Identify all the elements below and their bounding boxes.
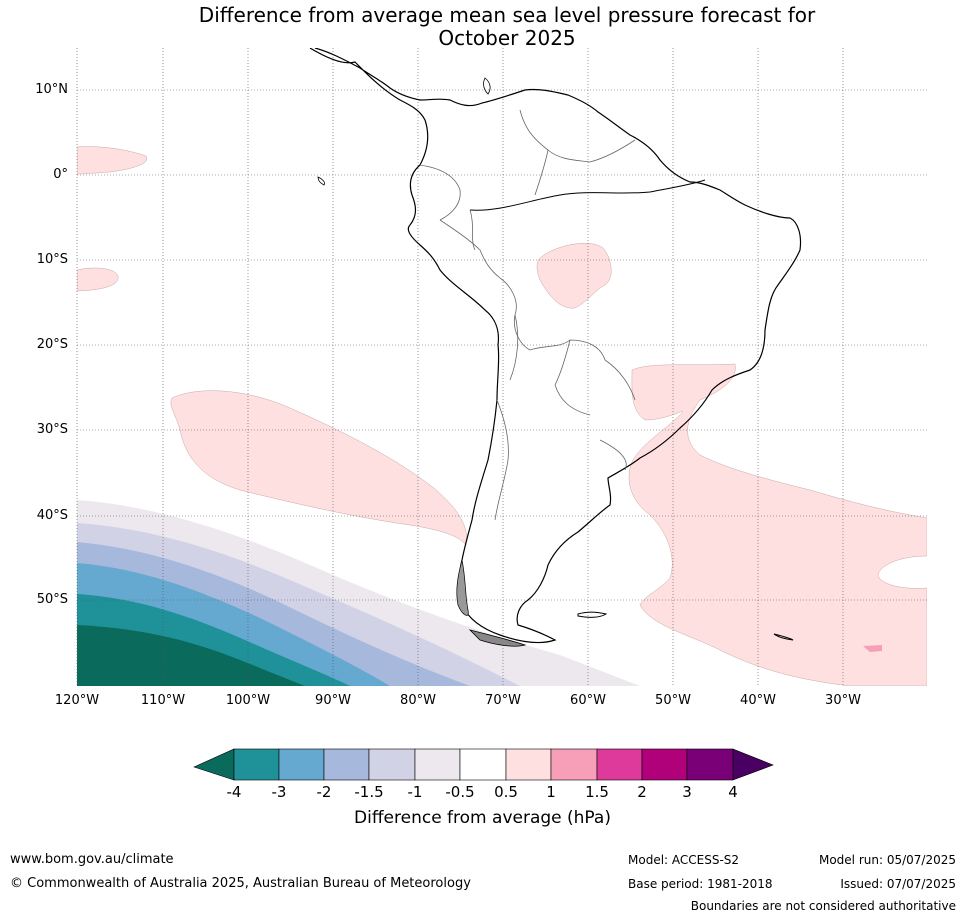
colorbar-tick: 4 xyxy=(728,783,738,801)
galapagos xyxy=(317,176,325,186)
anomaly-band-minus-4 xyxy=(77,625,305,686)
issued-date: Issued: 07/07/2025 xyxy=(840,877,956,891)
country-borders xyxy=(419,109,636,521)
colorbar-segment-5 xyxy=(414,748,461,781)
colorbar-tick: -4 xyxy=(226,783,242,801)
title-line-1: Difference from average mean sea level p… xyxy=(198,3,816,27)
colorbar-tick: -1.5 xyxy=(354,783,384,801)
map-title: Difference from average mean sea level p… xyxy=(0,4,965,50)
lat-label-0: 0° xyxy=(53,167,68,182)
colorbar-segment-3 xyxy=(323,748,370,781)
lon-label-60w: 60°W xyxy=(570,693,606,708)
base-period: Base period: 1981-2018 xyxy=(628,877,773,891)
anomaly-layer xyxy=(77,146,927,686)
amazon-river xyxy=(469,179,706,211)
colorbar-tick: 1.5 xyxy=(585,783,609,801)
colorbar-segment-8 xyxy=(550,748,598,781)
colorbar-segment-1 xyxy=(233,748,280,781)
anomaly-region-equatorial-pacific xyxy=(77,146,148,175)
colorbar-tick: -0.5 xyxy=(445,783,475,801)
colorbar-label: Difference from average (hPa) xyxy=(354,808,611,828)
lon-label-40w: 40°W xyxy=(740,693,776,708)
copyright-text: © Commonwealth of Australia 2025, Austra… xyxy=(10,876,471,891)
graticule xyxy=(76,48,927,686)
colorbar-tick: 0.5 xyxy=(494,783,518,801)
lat-label-10n: 10°N xyxy=(35,82,68,97)
anomaly-region-small-pink xyxy=(863,645,882,652)
anomaly-region-east-pacific xyxy=(77,267,119,292)
lat-label-30s: 30°S xyxy=(36,422,68,437)
colorbar-segment-10 xyxy=(641,748,688,781)
lon-label-30w: 30°W xyxy=(825,693,861,708)
colorbar-segment-11 xyxy=(686,748,734,781)
colorbar-segment-2 xyxy=(278,748,325,781)
south-america-outline xyxy=(309,48,802,644)
colorbar-tick: -2 xyxy=(316,783,332,801)
model-name: Model: ACCESS-S2 xyxy=(628,853,740,867)
south-georgia xyxy=(773,633,794,641)
website-link[interactable]: www.bom.gov.au/climate xyxy=(10,852,174,867)
model-run: Model run: 05/07/2025 xyxy=(818,853,956,867)
colorbar-tick: 1 xyxy=(546,783,556,801)
falkland-islands xyxy=(577,611,608,618)
colorbar-segment-7 xyxy=(505,748,552,781)
colorbar-extend-low xyxy=(193,748,235,781)
colorbar-tick: 3 xyxy=(682,783,692,801)
anomaly-region-south-atlantic xyxy=(628,363,927,686)
colorbar-segment-4 xyxy=(368,748,416,781)
anomaly-region-southeast-pacific xyxy=(170,390,467,546)
lon-label-110w: 110°W xyxy=(140,693,186,708)
colorbar xyxy=(193,748,774,781)
coastline xyxy=(309,48,802,647)
colorbar-tick: -1 xyxy=(407,783,423,801)
caribbean-island xyxy=(483,77,491,95)
lon-label-70w: 70°W xyxy=(485,693,521,708)
lat-label-50s: 50°S xyxy=(36,592,68,607)
lon-label-80w: 80°W xyxy=(400,693,436,708)
colorbar-tick: -3 xyxy=(271,783,287,801)
anomaly-region-bolivia xyxy=(536,243,612,309)
lon-label-120w: 120°W xyxy=(54,693,100,708)
colorbar-segment-9 xyxy=(596,748,643,781)
colorbar-tick: 2 xyxy=(637,783,647,801)
chile-archipelago xyxy=(456,559,469,616)
lon-label-90w: 90°W xyxy=(315,693,351,708)
lat-label-20s: 20°S xyxy=(36,337,68,352)
colorbar-extend-high xyxy=(732,748,774,781)
tierra-del-fuego xyxy=(468,629,527,647)
lat-label-40s: 40°S xyxy=(36,508,68,523)
lon-label-50w: 50°W xyxy=(655,693,691,708)
disclaimer: Boundaries are not considered authoritat… xyxy=(690,899,956,913)
lat-label-10s: 10°S xyxy=(36,252,68,267)
lon-label-100w: 100°W xyxy=(225,693,271,708)
colorbar-segment-6 xyxy=(459,748,507,781)
title-line-2: October 2025 xyxy=(438,26,576,50)
